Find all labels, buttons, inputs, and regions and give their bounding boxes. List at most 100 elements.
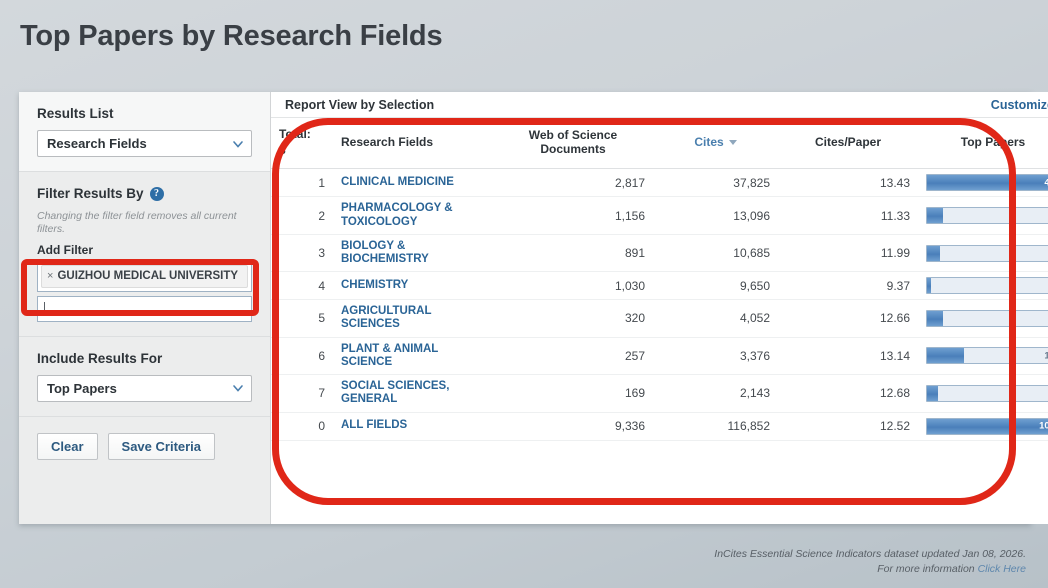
column-header-research-fields[interactable]: Research Fields xyxy=(333,118,493,170)
column-header-cites-per-paper[interactable]: Cites/Paper xyxy=(778,118,918,170)
top-papers-bar: 1 xyxy=(926,277,1048,295)
research-field-link[interactable]: CHEMISTRY xyxy=(341,279,409,292)
filter-results-label: Filter Results By ? xyxy=(37,186,252,201)
results-list-label: Results List xyxy=(37,106,114,121)
research-field-link[interactable]: PHARMACOLOGY & TOXICOLOGY xyxy=(341,202,453,228)
filter-tag-box[interactable]: × GUIZHOU MEDICAL UNIVERSITY xyxy=(37,260,252,292)
footer-line-1: InCites Essential Science Indicators dat… xyxy=(714,548,1026,560)
sidebar-actions: Clear Save Criteria xyxy=(19,417,270,476)
row-cites-per-paper: 12.52 xyxy=(778,412,918,441)
column-header-wos-documents[interactable]: Web of Science Documents xyxy=(493,118,653,170)
row-cites-per-paper: 9.37 xyxy=(778,271,918,301)
results-list-selected-value: Research Fields xyxy=(47,136,147,151)
row-top-papers: 4 xyxy=(918,234,1048,273)
row-cites-per-paper: 13.14 xyxy=(778,337,918,376)
row-cites: 9,650 xyxy=(653,271,778,301)
report-header-bar: Report View by Selection Customize xyxy=(271,92,1048,118)
click-here-link[interactable]: Click Here xyxy=(977,563,1026,576)
include-results-label: Include Results For xyxy=(37,350,163,366)
top-papers-bar-fill xyxy=(927,175,1048,191)
row-wos-documents: 320 xyxy=(493,299,653,338)
row-wos-documents: 1,030 xyxy=(493,271,653,301)
results-list-select[interactable]: Research Fields xyxy=(37,130,252,157)
page-title: Top Papers by Research Fields xyxy=(20,20,443,52)
footer-line-2: For more information Click Here xyxy=(714,562,1026,577)
total-label: Total: xyxy=(279,127,311,141)
column-header-total: Total: 8 xyxy=(271,118,333,170)
row-research-field: CLINICAL MEDICINE xyxy=(333,168,493,198)
row-rank: 2 xyxy=(271,196,333,235)
row-cites: 13,096 xyxy=(653,196,778,235)
sidebar-divider-2 xyxy=(19,335,270,337)
table-row: 2 PHARMACOLOGY & TOXICOLOGY 1,156 13,096 11.… xyxy=(271,196,1048,235)
research-field-link[interactable]: CLINICAL MEDICINE xyxy=(341,176,454,189)
top-papers-value: 49 xyxy=(1044,178,1048,188)
remove-filter-icon[interactable]: × xyxy=(47,270,54,283)
row-research-field: CHEMISTRY xyxy=(333,271,493,301)
help-icon[interactable]: ? xyxy=(149,186,164,201)
row-research-field: PLANT & ANIMAL SCIENCE xyxy=(333,337,493,376)
row-wos-documents: 169 xyxy=(493,374,653,413)
total-value: 8 xyxy=(279,143,286,158)
row-wos-documents: 257 xyxy=(493,337,653,376)
row-cites-per-paper: 12.68 xyxy=(778,374,918,413)
text-cursor xyxy=(44,302,45,316)
filter-results-section: Filter Results By ? Changing the filter … xyxy=(19,172,270,336)
row-cites-per-paper: 11.99 xyxy=(778,234,918,273)
save-criteria-button[interactable]: Save Criteria xyxy=(107,432,216,460)
top-papers-bar-fill xyxy=(927,418,1048,434)
footer-note: InCites Essential Science Indicators dat… xyxy=(714,547,1026,577)
row-cites-per-paper: 12.66 xyxy=(778,299,918,338)
filter-search-input[interactable] xyxy=(37,295,252,322)
row-rank: 5 xyxy=(271,299,333,338)
chevron-down-icon xyxy=(233,385,243,392)
footer-line-2-prefix: For more information xyxy=(877,563,978,576)
top-papers-bar-fill xyxy=(927,208,943,224)
filter-tag[interactable]: × GUIZHOU MEDICAL UNIVERSITY xyxy=(41,265,248,288)
report-view-title: Report View by Selection xyxy=(285,97,435,112)
customize-link[interactable]: Customize xyxy=(990,97,1048,112)
research-field-link[interactable]: AGRICULTURAL SCIENCES xyxy=(341,305,432,331)
row-wos-documents: 891 xyxy=(493,234,653,273)
row-wos-documents: 1,156 xyxy=(493,196,653,235)
app-panel: Results List Research Fields Filter Resu… xyxy=(19,92,1048,524)
top-papers-bar-fill xyxy=(927,310,943,326)
sidebar-divider-3 xyxy=(19,415,270,417)
row-research-field: SOCIAL SCIENCES, GENERAL xyxy=(333,374,493,413)
row-cites: 116,852 xyxy=(653,412,778,441)
row-cites: 4,052 xyxy=(653,299,778,338)
top-papers-bar-fill xyxy=(927,385,938,401)
row-research-field: AGRICULTURAL SCIENCES xyxy=(333,299,493,338)
research-field-link[interactable]: BIOLOGY & BIOCHEMISTRY xyxy=(341,239,429,266)
filter-hint-text: Changing the filter field removes all cu… xyxy=(37,210,237,236)
row-top-papers: 12 xyxy=(918,337,1048,376)
top-papers-bar: 102 xyxy=(926,417,1048,435)
row-research-field: BIOLOGY & BIOCHEMISTRY xyxy=(333,234,493,273)
column-header-cites[interactable]: Cites xyxy=(653,118,778,170)
research-field-link[interactable]: SOCIAL SCIENCES, GENERAL xyxy=(341,380,450,406)
top-papers-bar: 4 xyxy=(926,244,1048,262)
research-field-link[interactable]: ALL FIELDS xyxy=(341,419,408,432)
results-list-section: Results List Research Fields xyxy=(19,92,270,171)
top-papers-value: 102 xyxy=(1039,420,1048,432)
row-cites-per-paper: 13.43 xyxy=(778,168,918,198)
column-header-cites-label: Cites xyxy=(694,135,724,150)
top-papers-bar: 3 xyxy=(926,384,1048,402)
research-field-link[interactable]: PLANT & ANIMAL SCIENCE xyxy=(341,342,439,368)
column-header-top-papers[interactable]: Top Papers xyxy=(918,118,1048,170)
top-papers-bar-fill xyxy=(927,245,941,261)
row-cites: 37,825 xyxy=(653,168,778,198)
clear-button[interactable]: Clear xyxy=(37,432,98,460)
report-panel: Report View by Selection Customize Total… xyxy=(271,92,1048,524)
row-top-papers: 5 xyxy=(918,299,1048,338)
include-results-selected-value: Top Papers xyxy=(47,380,117,396)
top-papers-bar: 12 xyxy=(926,347,1048,365)
row-top-papers: 102 xyxy=(918,412,1048,441)
top-papers-bar: 5 xyxy=(926,207,1048,225)
include-results-select[interactable]: Top Papers xyxy=(37,374,252,402)
